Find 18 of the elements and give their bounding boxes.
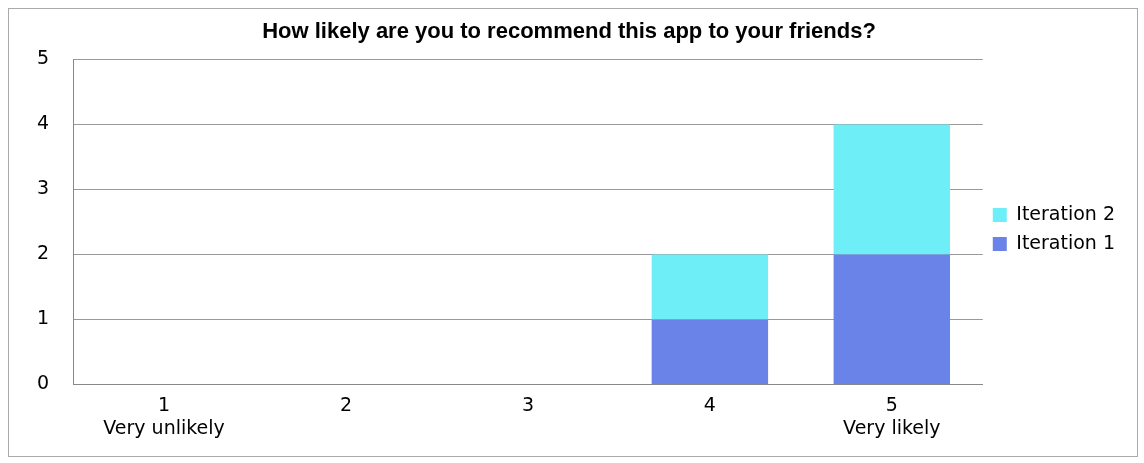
y-tick-label: 5 xyxy=(36,46,50,69)
legend-label: Iteration 2 xyxy=(1016,201,1116,224)
x-tick-label: 3 xyxy=(521,392,534,415)
chart-title: How likely are you to recommend this app to your friends? xyxy=(262,18,876,44)
y-tick-label: 0 xyxy=(36,371,50,394)
x-tick-label: 4 xyxy=(703,392,716,415)
y-tick-label: 4 xyxy=(36,111,50,134)
y-tick-label: 3 xyxy=(36,176,50,199)
bar xyxy=(651,319,769,384)
bar xyxy=(833,124,951,255)
x-tick-label: 2 xyxy=(339,392,353,415)
legend-label: Iteration 1 xyxy=(1016,230,1116,253)
bar xyxy=(833,254,951,384)
x-tick-label: 1 Very unlikely xyxy=(103,392,225,438)
bar xyxy=(651,254,769,320)
x-tick-label: 5 Very likely xyxy=(843,392,941,438)
y-tick-label: 2 xyxy=(36,241,50,264)
y-tick-label: 1 xyxy=(36,306,50,329)
